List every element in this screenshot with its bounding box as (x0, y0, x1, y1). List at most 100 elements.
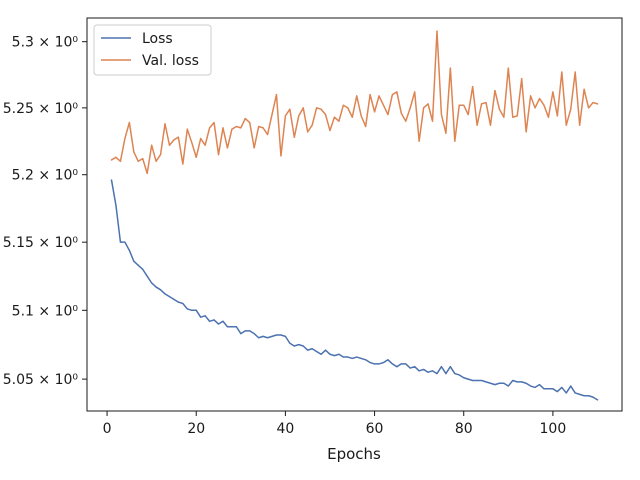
data-point (231, 128, 233, 130)
data-point (182, 163, 184, 165)
data-point (472, 86, 474, 88)
data-point (351, 116, 353, 118)
data-point (284, 115, 286, 117)
data-point (249, 121, 251, 124)
data-point (124, 241, 126, 243)
data-point (449, 67, 451, 69)
data-point (159, 289, 162, 291)
x-tick-label: 80 (455, 421, 473, 437)
data-point (137, 160, 139, 162)
data-point (445, 372, 447, 375)
data-point (440, 113, 443, 116)
data-point (307, 131, 309, 133)
y-tick-label: 5.3 × 10⁰ (12, 35, 79, 51)
data-point (382, 361, 385, 364)
data-point (391, 93, 393, 96)
data-point (146, 172, 148, 174)
data-point (592, 396, 594, 398)
data-point (538, 384, 541, 386)
data-point (467, 113, 469, 116)
data-point (565, 124, 567, 126)
data-point (293, 136, 295, 138)
data-point (445, 132, 447, 134)
data-point (302, 107, 304, 109)
data-point (579, 124, 581, 126)
data-point (240, 127, 242, 129)
data-point (431, 120, 434, 122)
data-point (222, 320, 224, 322)
data-point (262, 127, 264, 129)
data-point (173, 139, 175, 141)
data-point (360, 357, 362, 360)
data-point (222, 127, 224, 129)
data-point (427, 371, 429, 373)
data-point (525, 382, 527, 384)
data-point (298, 344, 300, 346)
data-point (400, 112, 402, 114)
data-point (186, 308, 188, 310)
data-point (213, 121, 215, 124)
data-point (431, 370, 434, 372)
data-point (151, 144, 153, 146)
data-point (342, 356, 344, 358)
data-point (587, 395, 590, 397)
data-point (507, 67, 509, 69)
x-tick-label: 0 (103, 421, 112, 437)
data-point (191, 141, 193, 144)
data-point (503, 382, 505, 384)
data-point (489, 382, 492, 384)
data-point (396, 91, 398, 93)
data-point (574, 71, 576, 73)
data-point (543, 104, 545, 106)
data-point (596, 399, 599, 401)
data-point (570, 385, 572, 387)
data-point (320, 108, 322, 110)
data-point (409, 107, 411, 109)
data-point (463, 104, 465, 106)
data-point (133, 260, 135, 262)
data-point (423, 107, 425, 109)
y-tick-label: 5.15 × 10⁰ (3, 235, 79, 251)
data-point (164, 293, 166, 295)
data-point (547, 388, 550, 390)
data-point (262, 335, 264, 337)
data-point (258, 125, 260, 128)
series-line-loss (110, 179, 599, 401)
data-point (436, 30, 438, 32)
data-point (271, 335, 273, 337)
data-point (195, 156, 197, 158)
data-point (365, 125, 367, 128)
data-point (454, 372, 456, 375)
data-point (164, 123, 166, 125)
data-point (151, 282, 153, 284)
data-point (333, 116, 336, 118)
data-point (507, 385, 509, 387)
data-point (155, 286, 157, 288)
data-point (454, 140, 456, 142)
y-tick-label: 5.25 × 10⁰ (3, 101, 79, 117)
data-point (463, 377, 465, 379)
data-point (512, 116, 514, 118)
data-point (128, 249, 130, 251)
legend: Loss Val. loss (93, 24, 212, 76)
data-point (217, 153, 220, 156)
y-tick-label: 5.1 × 10⁰ (12, 303, 79, 319)
y-tick-label: 5.2 × 10⁰ (12, 168, 79, 184)
data-point (592, 101, 594, 104)
data-point (440, 366, 443, 368)
data-point (275, 93, 278, 96)
data-point (449, 366, 451, 368)
data-point (168, 144, 171, 146)
data-point (217, 323, 220, 325)
data-point (494, 90, 496, 92)
data-point (414, 366, 416, 368)
plot-frame (86, 17, 623, 412)
data-point (226, 147, 229, 149)
data-point (289, 342, 291, 344)
data-point (307, 349, 309, 351)
data-point (378, 363, 380, 365)
data-point (253, 147, 255, 149)
data-point (329, 129, 331, 132)
data-point (360, 115, 362, 117)
